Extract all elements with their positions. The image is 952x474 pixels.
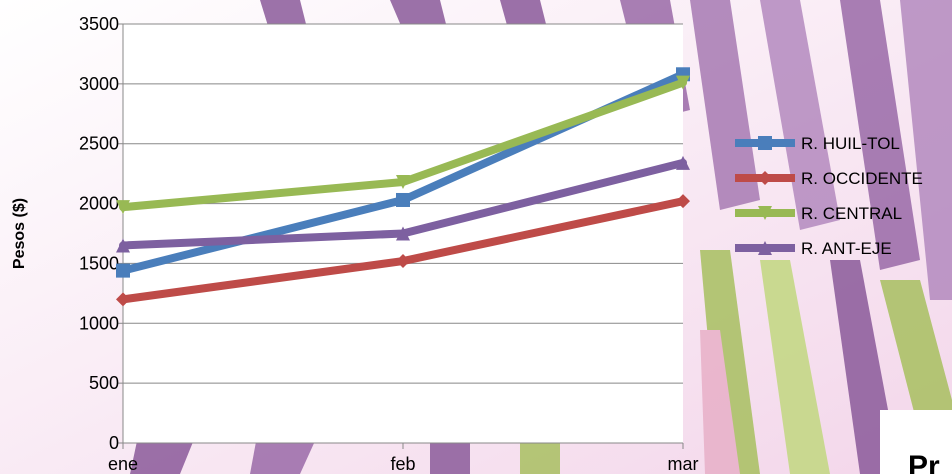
data-point-r-central bbox=[116, 200, 130, 215]
legend: R. HUIL-TOL R. OCCIDENTE R. CENTRAL R. ANT-… bbox=[735, 134, 923, 258]
y-tick-label: 500 bbox=[89, 373, 119, 393]
series-layer bbox=[116, 67, 690, 307]
series-r-ant-eje bbox=[116, 155, 690, 253]
data-point-r-occidente bbox=[676, 194, 690, 209]
data-point-r-huil-tol bbox=[116, 263, 130, 278]
data-point-r-occidente bbox=[396, 254, 410, 269]
series-r-central bbox=[116, 75, 690, 215]
data-point-r-occidente bbox=[116, 292, 130, 307]
corner-text: Pr bbox=[908, 450, 940, 474]
y-tick-label: 0 bbox=[109, 433, 119, 453]
data-point-r-ant-eje bbox=[396, 226, 410, 241]
y-tick-label: 3500 bbox=[79, 14, 119, 34]
y-tick-label: 2000 bbox=[79, 194, 119, 214]
legend-marker bbox=[758, 136, 772, 150]
y-tick-label: 1000 bbox=[79, 313, 119, 333]
legend-label: R. HUIL-TOL bbox=[801, 134, 900, 153]
y-axis-ticks: 0 500 1000 1500 2000 2500 3000 3500 bbox=[79, 14, 123, 453]
y-tick-label: 1500 bbox=[79, 253, 119, 273]
x-tick-label: feb bbox=[390, 454, 415, 474]
y-tick-label: 3000 bbox=[79, 74, 119, 94]
data-point-r-central bbox=[676, 75, 690, 90]
legend-label: R. ANT-EJE bbox=[801, 239, 892, 258]
data-point-r-huil-tol bbox=[396, 192, 410, 207]
legend-label: R. OCCIDENTE bbox=[801, 169, 923, 188]
legend-label: R. CENTRAL bbox=[801, 204, 902, 223]
legend-entry-r-central: R. CENTRAL bbox=[735, 204, 902, 223]
x-tick-label: mar bbox=[668, 454, 699, 474]
x-axis-ticks: ene feb mar bbox=[108, 443, 699, 474]
gridlines bbox=[123, 23, 683, 384]
legend-marker bbox=[758, 206, 772, 220]
legend-marker bbox=[758, 241, 772, 255]
series-r-occidente bbox=[116, 194, 690, 307]
legend-entry-r-huil-tol: R. HUIL-TOL bbox=[735, 134, 900, 153]
data-point-r-central bbox=[396, 175, 410, 190]
y-axis-label: Pesos ($) bbox=[11, 198, 28, 269]
y-tick-label: 2500 bbox=[79, 134, 119, 154]
data-point-r-ant-eje bbox=[676, 155, 690, 170]
legend-entry-r-ant-eje: R. ANT-EJE bbox=[735, 239, 892, 258]
legend-marker bbox=[758, 171, 772, 185]
data-point-r-ant-eje bbox=[116, 238, 130, 253]
x-tick-label: ene bbox=[108, 454, 138, 474]
legend-entry-r-occidente: R. OCCIDENTE bbox=[735, 169, 923, 188]
